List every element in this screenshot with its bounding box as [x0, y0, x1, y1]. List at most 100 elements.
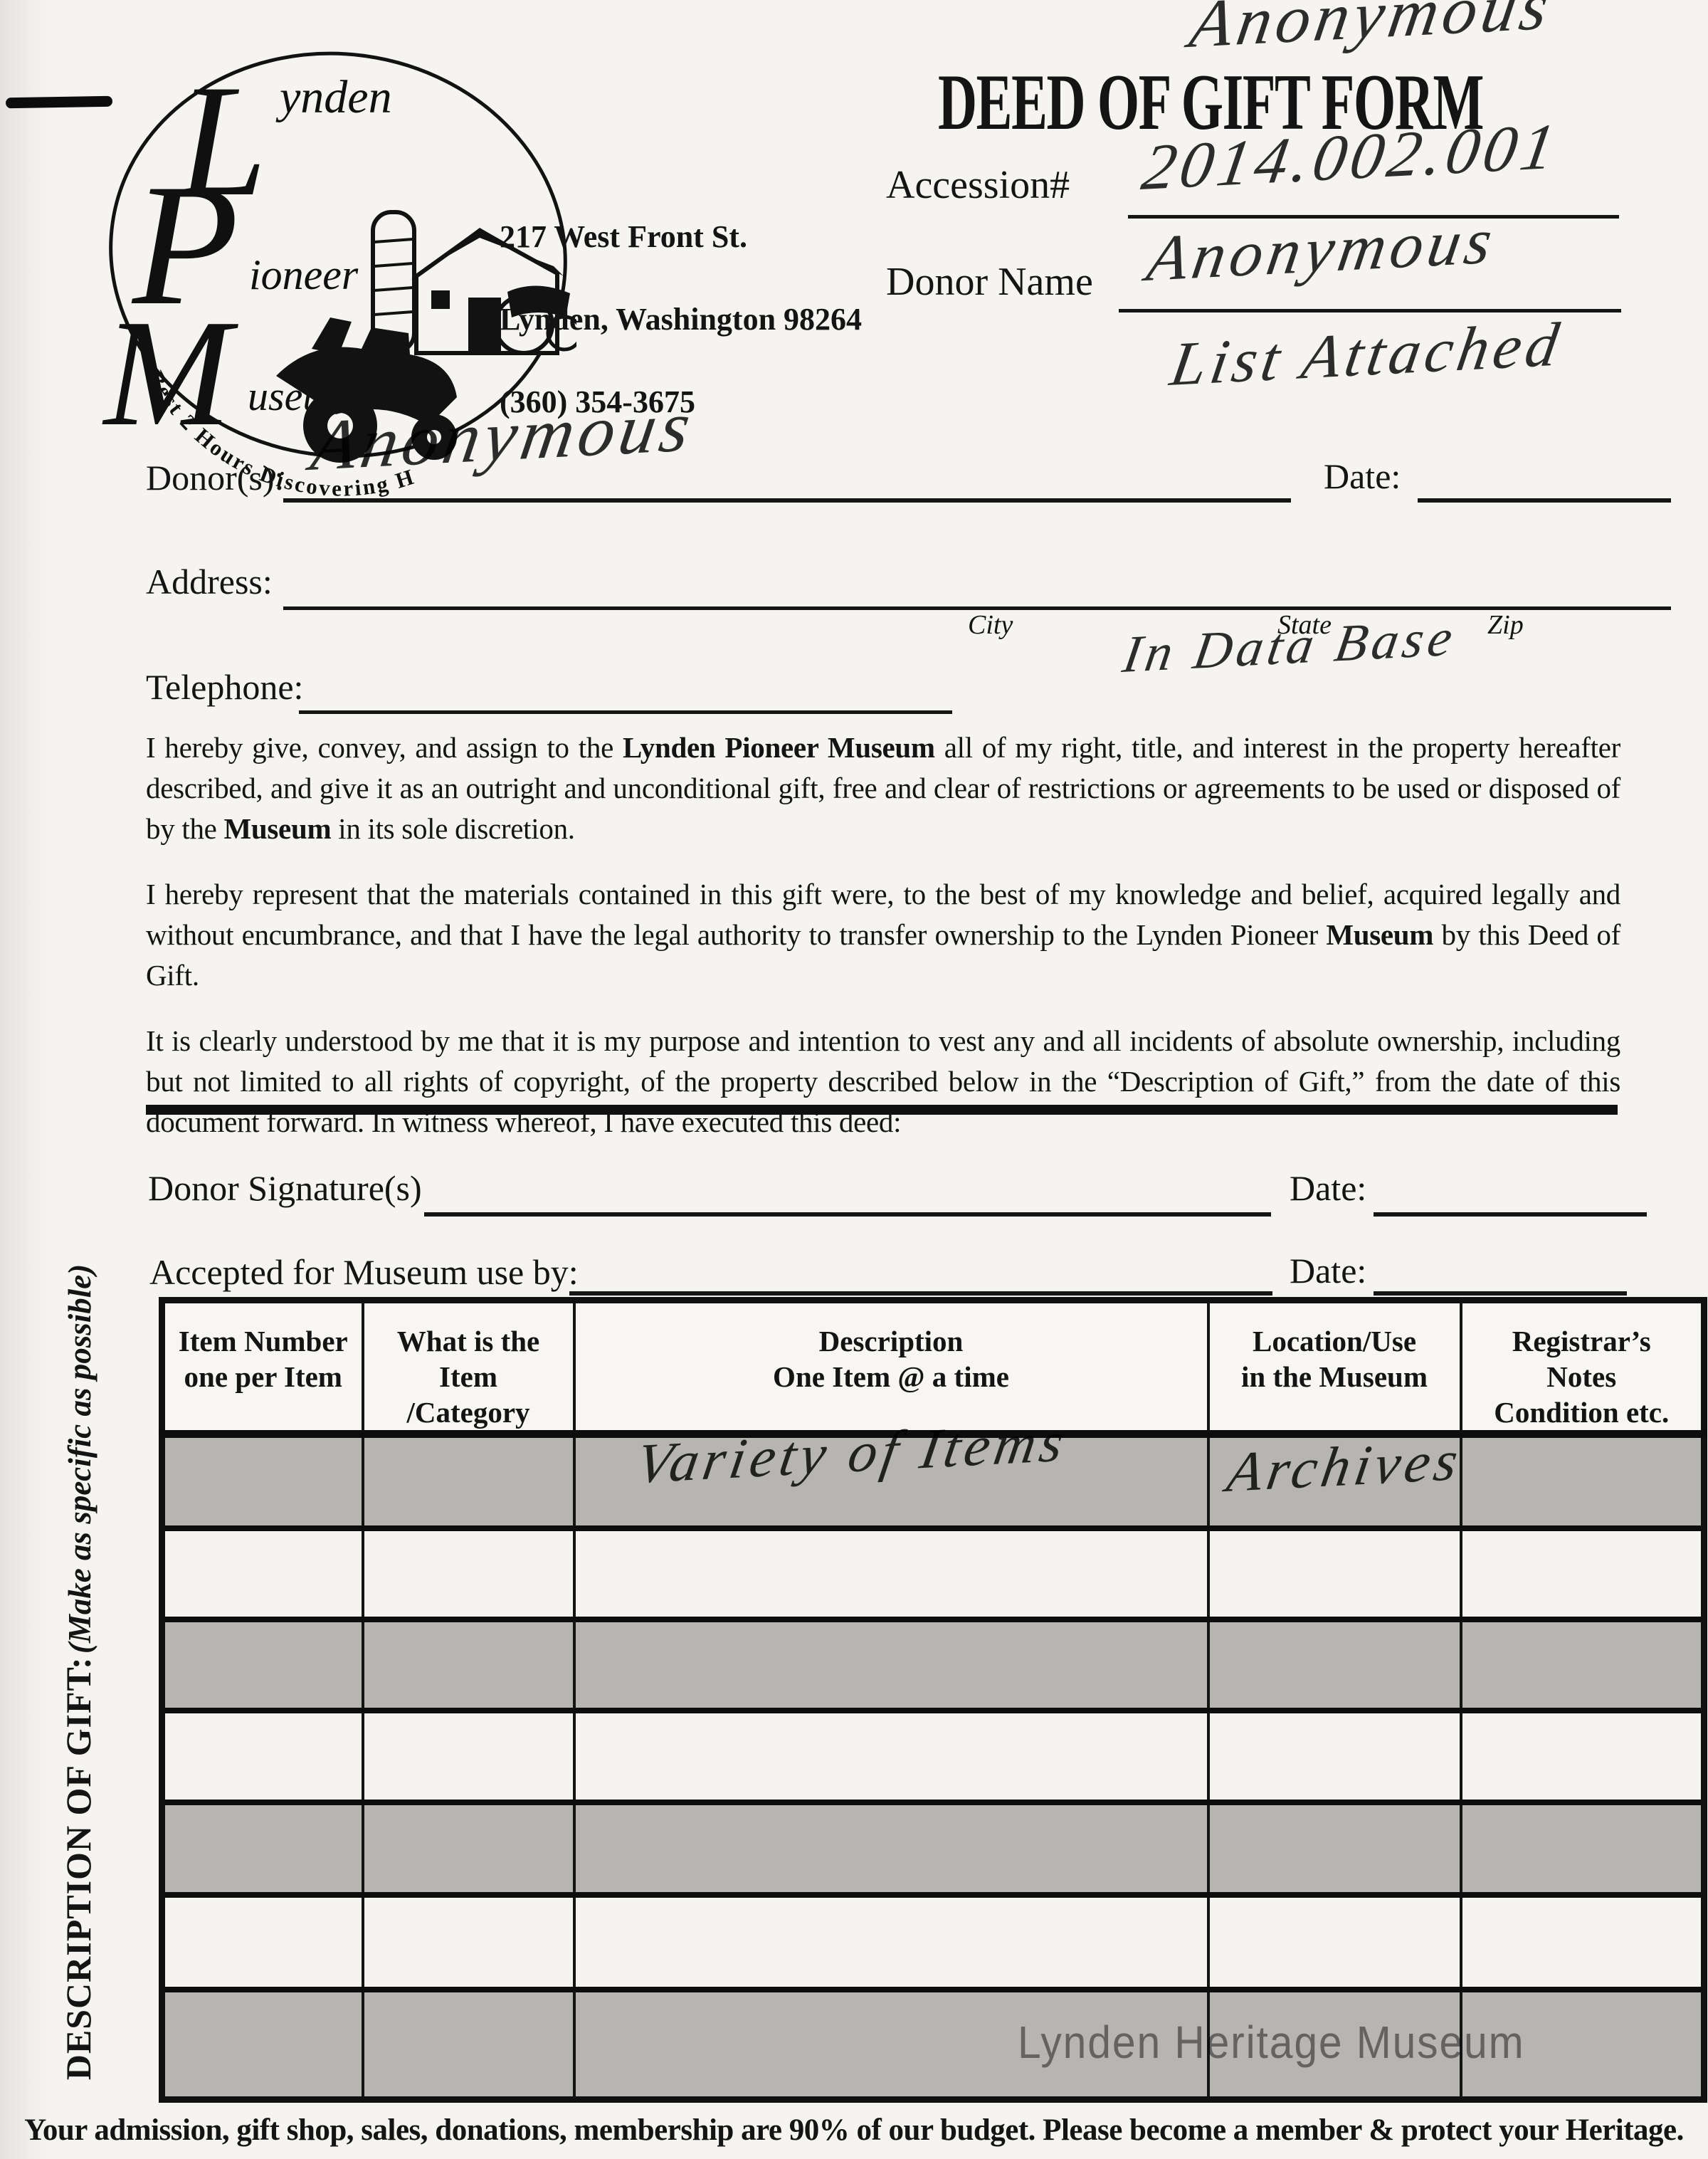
p3-text: It is clearly understood by me that it i…: [146, 1024, 1620, 1138]
logo-word-lynden: ynden: [275, 71, 392, 123]
logo-initial-p: P: [131, 148, 239, 341]
accession-line: [1128, 215, 1619, 219]
table-cell: [361, 1986, 574, 2100]
p1-text3: in its sole discretion.: [331, 812, 575, 845]
header-category-text: What is the Item /Category: [396, 1325, 540, 1429]
barn-icon: [371, 210, 564, 355]
p1-text: I hereby give, convey, and assign to the: [146, 731, 623, 764]
table-header-row: Item Number one per Item What is the Ite…: [162, 1300, 1704, 1438]
deed-paragraph-3: It is clearly understood by me that it i…: [146, 1021, 1620, 1142]
table-cell: [1459, 1525, 1704, 1619]
table-cell: [1206, 1799, 1461, 1895]
p1-text2: all of my right, title, and interest in …: [146, 731, 1621, 845]
table-cell: [572, 1616, 1208, 1711]
table-cell: [1459, 1431, 1704, 1528]
description-of-gift-side-label: DESCRIPTION OF GIFT: (Make as specific a…: [58, 1209, 102, 2135]
table-cell: [572, 1799, 1208, 1895]
form-title: DEED OF GIFT FORM: [938, 58, 1484, 147]
zip-label: Zip: [1487, 610, 1524, 640]
scan-mark: [5, 95, 113, 109]
table-cell: [1206, 1891, 1461, 1990]
table-cell: [1206, 1707, 1461, 1802]
table-cell: [1459, 1616, 1704, 1711]
side-label-note: (Make as specific as possible): [62, 1264, 97, 1654]
table-cell: [1459, 1986, 1704, 2100]
table-row: [162, 1891, 1704, 1990]
handwritten-list-attached: List Attached: [1166, 310, 1568, 400]
city-label: City: [968, 610, 1013, 640]
table-cell: [572, 1707, 1208, 1802]
table-cell: [1206, 1525, 1461, 1619]
logo-ellipse: [109, 51, 567, 458]
address-label: Address:: [146, 562, 273, 602]
state-label: State: [1277, 610, 1332, 640]
deed-paragraph-2: I hereby represent that the materials co…: [146, 874, 1620, 996]
table-cell: [162, 1891, 363, 1990]
table-row: [162, 1525, 1704, 1619]
p1-bold-museum: Museum: [223, 812, 332, 845]
gift-table: Item Number one per Item What is the Ite…: [159, 1297, 1707, 2103]
deed-paragraph-1: I hereby give, convey, and assign to the…: [146, 727, 1620, 849]
date-label-top: Date:: [1324, 456, 1401, 496]
section-divider: [146, 1105, 1618, 1115]
footer-note: Your admission, gift shop, sales, donati…: [24, 2113, 1684, 2147]
table-cell: [1459, 1799, 1704, 1895]
table-cell: [162, 1799, 363, 1895]
table-cell: [361, 1707, 574, 1802]
header-registrar-notes: Registrar’s Notes Condition etc.: [1459, 1300, 1704, 1438]
table-cell: [1206, 1431, 1461, 1528]
date-label-signature: Date:: [1290, 1168, 1367, 1208]
museum-phone: (360) 354-3675: [500, 384, 695, 419]
accepted-label: Accepted for Museum use by:: [149, 1252, 579, 1292]
museum-city: Lynden, Washington 98264: [500, 302, 863, 337]
table-row: [162, 1986, 1704, 2100]
date-label-accepted: Date:: [1290, 1251, 1367, 1291]
header-registrar-notes-text: Registrar’s Notes Condition etc.: [1494, 1325, 1670, 1429]
handwritten-archives: Archives: [1223, 1429, 1467, 1505]
header-location-text: Location/Use in the Museum: [1241, 1325, 1428, 1393]
table-cell: [1459, 1891, 1704, 1990]
museum-logo-graphic: L ynden P ioneer M useum: [92, 21, 583, 501]
table-cell: [361, 1525, 574, 1619]
address-line: [283, 606, 1671, 610]
header-category: What is the Item /Category: [361, 1300, 574, 1438]
table-cell: [572, 1891, 1208, 1990]
table-cell: [361, 1431, 574, 1528]
donor-signature-line: [424, 1212, 1271, 1217]
donors-label: Donor(s):: [146, 458, 285, 498]
header-description: Description One Item @ a time: [572, 1300, 1208, 1438]
table-cell: [162, 1431, 363, 1528]
gift-table-wrap: Item Number one per Item What is the Ite…: [159, 1297, 1707, 2103]
table-cell: [1206, 1616, 1461, 1711]
logo-word-pioneer: ioneer: [249, 251, 359, 298]
tractor-icon: [276, 317, 457, 463]
table-cell: [162, 1707, 363, 1802]
deed-paragraphs: I hereby give, convey, and assign to the…: [146, 727, 1620, 1167]
logo-initial-l: L: [176, 51, 267, 229]
telephone-label: Telephone:: [146, 667, 304, 707]
header-item-number-text: Item Number one per Item: [178, 1325, 348, 1393]
donors-line: [283, 498, 1291, 503]
table-cell: [361, 1616, 574, 1711]
accepted-line: [569, 1291, 1272, 1296]
donor-name-line: [1119, 309, 1621, 312]
table-cell: [572, 1525, 1208, 1619]
date-line-top: [1418, 498, 1671, 503]
table-cell: [1459, 1707, 1704, 1802]
table-cell: [1206, 1986, 1461, 2100]
table-cell: [361, 1891, 574, 1990]
p2-bold-museum: Museum: [1326, 918, 1434, 951]
handwritten-anonymous-top: Anonymous: [1185, 0, 1559, 63]
header-location: Location/Use in the Museum: [1206, 1300, 1461, 1438]
header-item-number: Item Number one per Item: [162, 1300, 363, 1438]
table-row: [162, 1616, 1704, 1711]
table-cell: [572, 1986, 1208, 2100]
donor-name-label: Donor Name: [886, 260, 1093, 304]
handwritten-in-database: In Data Base: [1119, 608, 1461, 685]
telephone-line: [299, 710, 952, 714]
p2-text: I hereby represent that the materials co…: [146, 878, 1620, 951]
header-description-text: Description One Item @ a time: [773, 1325, 1009, 1393]
table-row: [162, 1707, 1704, 1802]
p1-bold-museum-name: Lynden Pioneer Museum: [623, 731, 935, 764]
